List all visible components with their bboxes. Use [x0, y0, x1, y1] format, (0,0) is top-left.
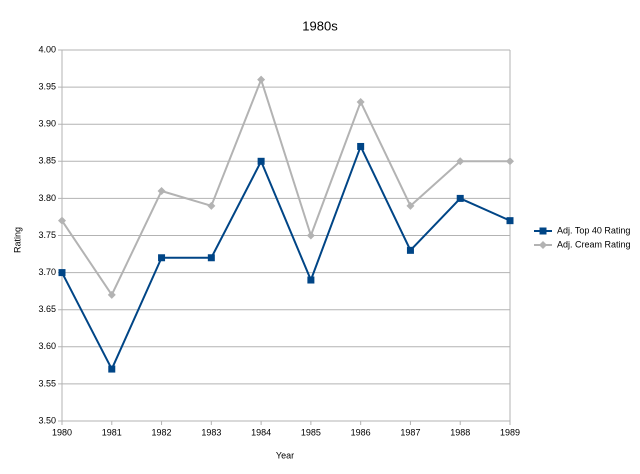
x-tick-label: 1984 — [251, 427, 271, 437]
x-tick-label: 1981 — [102, 427, 122, 437]
marker — [506, 217, 514, 225]
x-axis-label: Year — [276, 450, 294, 460]
y-tick-label: 3.60 — [38, 341, 56, 351]
y-tick-label: 3.55 — [38, 378, 56, 388]
legend-label: Adj. Top 40 Rating — [557, 225, 630, 235]
y-tick-label: 3.95 — [38, 81, 56, 91]
series-line — [61, 145, 511, 371]
chart-title: 1980s — [302, 18, 338, 33]
marker — [107, 290, 116, 299]
x-tick-label: 1987 — [400, 427, 420, 437]
marker — [357, 142, 365, 150]
y-tick-label: 3.70 — [38, 267, 56, 277]
x-tick-label: 1980 — [52, 427, 72, 437]
y-tick-label: 3.75 — [38, 230, 56, 240]
y-tick-label: 3.65 — [38, 304, 56, 314]
y-tick-label: 3.90 — [38, 119, 56, 129]
y-tick-label: 3.50 — [38, 415, 56, 425]
series-line — [61, 78, 510, 296]
legend-label: Adj. Cream Rating — [557, 239, 631, 249]
marker — [207, 201, 216, 210]
marker — [58, 269, 66, 277]
x-tick-label: 1986 — [351, 427, 371, 437]
y-axis-label: Rating — [12, 227, 22, 253]
x-tick-label: 1983 — [201, 427, 221, 437]
marker — [58, 216, 66, 225]
x-tick-label: 1982 — [152, 427, 172, 437]
marker — [406, 201, 415, 210]
marker — [157, 186, 166, 195]
marker — [456, 194, 464, 202]
marker — [406, 246, 414, 254]
marker — [506, 157, 514, 166]
y-tick-label: 3.80 — [38, 193, 56, 203]
marker — [257, 157, 265, 165]
marker — [456, 157, 465, 166]
marker — [539, 241, 547, 249]
x-tick-label: 1988 — [450, 427, 470, 437]
marker — [539, 227, 547, 235]
y-tick-label: 4.00 — [38, 44, 56, 54]
marker — [108, 365, 116, 373]
marker — [207, 254, 215, 262]
marker — [158, 254, 166, 262]
marker — [257, 75, 266, 84]
y-tick-label: 3.85 — [38, 156, 56, 166]
x-tick-label: 1985 — [301, 427, 321, 437]
marker — [356, 97, 365, 106]
x-tick-label: 1989 — [500, 427, 520, 437]
marker — [306, 231, 315, 240]
marker — [307, 276, 315, 284]
